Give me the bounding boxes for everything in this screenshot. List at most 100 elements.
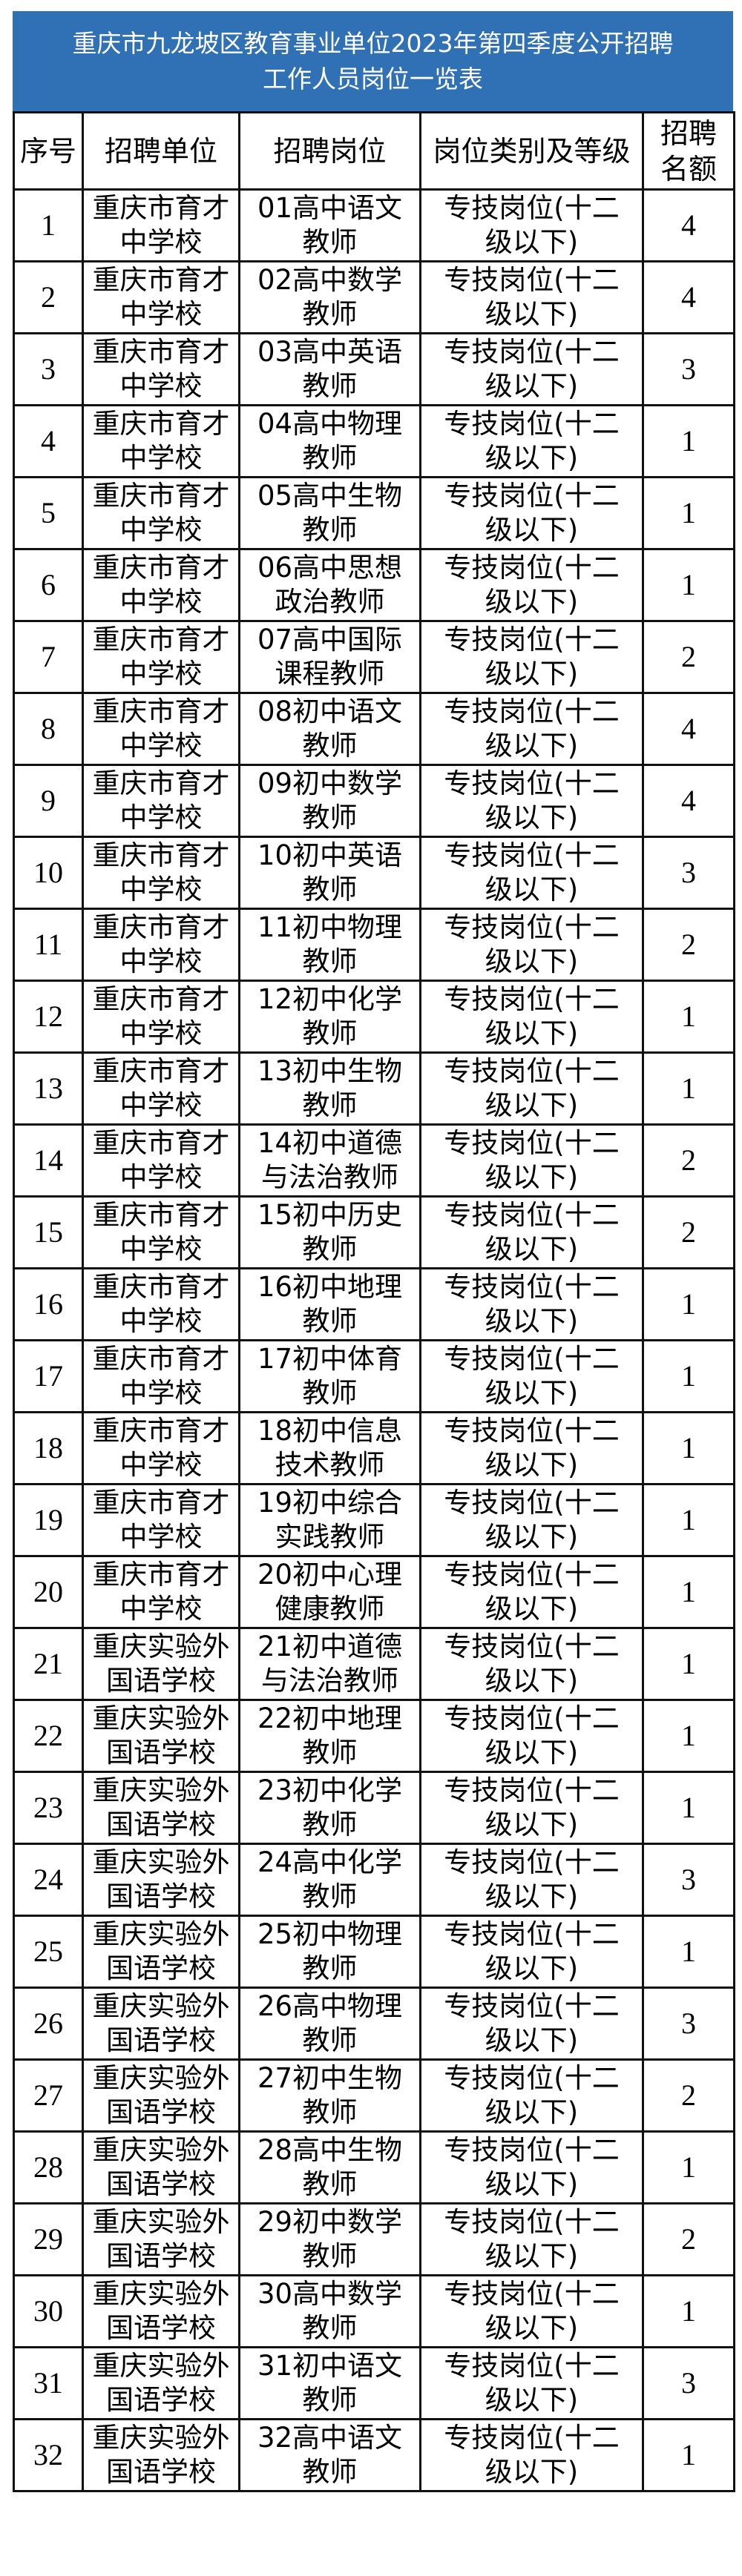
cell-no: 11: [13, 908, 84, 982]
cell-no: 7: [13, 620, 84, 694]
table-row: 17 重庆市育才中学校 17初中体育教师 专技岗位(十二级以下) 1: [13, 1339, 735, 1413]
cell-count: 4: [642, 764, 735, 838]
cell-grade: 专技岗位(十二级以下): [419, 1411, 644, 1485]
cell-grade: 专技岗位(十二级以下): [419, 1555, 644, 1629]
cell-count: 2: [642, 908, 735, 982]
table-row: 27 重庆实验外国语学校 27初中生物教师 专技岗位(十二级以下) 2: [13, 2058, 735, 2133]
cell-grade: 专技岗位(十二级以下): [419, 2058, 644, 2133]
cell-post: 31初中语文教师: [238, 2346, 421, 2420]
cell-no: 30: [13, 2274, 84, 2348]
cell-no: 23: [13, 1771, 84, 1845]
cell-no: 1: [13, 188, 84, 262]
cell-no: 14: [13, 1123, 84, 1198]
cell-no: 27: [13, 2058, 84, 2133]
cell-post: 17初中体育教师: [238, 1339, 421, 1413]
cell-post: 28高中生物教师: [238, 2130, 421, 2205]
cell-unit: 重庆市育才中学校: [82, 548, 240, 622]
cell-unit: 重庆市育才中学校: [82, 1195, 240, 1269]
cell-grade: 专技岗位(十二级以下): [419, 1267, 644, 1341]
cell-count: 1: [642, 2130, 735, 2205]
cell-grade: 专技岗位(十二级以下): [419, 1483, 644, 1557]
table-row: 10 重庆市育才中学校 10初中英语教师 专技岗位(十二级以下) 3: [13, 836, 735, 910]
cell-no: 28: [13, 2130, 84, 2205]
cell-post: 14初中道德与法治教师: [238, 1123, 421, 1198]
cell-unit: 重庆市育才中学校: [82, 1483, 240, 1557]
table-row: 25 重庆实验外国语学校 25初中物理教师 专技岗位(十二级以下) 1: [13, 1915, 735, 1989]
cell-unit: 重庆实验外国语学校: [82, 2130, 240, 2205]
cell-grade: 专技岗位(十二级以下): [419, 1195, 644, 1269]
cell-count: 1: [642, 548, 735, 622]
cell-count: 1: [642, 2274, 735, 2348]
cell-count: 3: [642, 836, 735, 910]
cell-post: 15初中历史教师: [238, 1195, 421, 1269]
table-row: 32 重庆实验外国语学校 32高中语文教师 专技岗位(十二级以下) 1: [13, 2418, 735, 2492]
cell-count: 1: [642, 1627, 735, 1701]
cell-count: 1: [642, 1915, 735, 1989]
table-row: 15 重庆市育才中学校 15初中历史教师 专技岗位(十二级以下) 2: [13, 1195, 735, 1269]
header-post: 招聘岗位: [238, 111, 421, 191]
cell-unit: 重庆市育才中学校: [82, 1123, 240, 1198]
cell-grade: 专技岗位(十二级以下): [419, 620, 644, 694]
cell-post: 19初中综合实践教师: [238, 1483, 421, 1557]
cell-grade: 专技岗位(十二级以下): [419, 908, 644, 982]
cell-post: 29初中数学教师: [238, 2202, 421, 2276]
cell-no: 5: [13, 476, 84, 550]
table-row: 31 重庆实验外国语学校 31初中语文教师 专技岗位(十二级以下) 3: [13, 2346, 735, 2420]
cell-no: 21: [13, 1627, 84, 1701]
header-row: 序号 招聘单位 招聘岗位 岗位类别及等级 招聘名额: [13, 111, 735, 191]
cell-no: 22: [13, 1699, 84, 1773]
cell-post: 16初中地理教师: [238, 1267, 421, 1341]
positions-table: 序号 招聘单位 招聘岗位 岗位类别及等级 招聘名额 1 重庆市育才中学校 01高中语…: [13, 111, 735, 2492]
cell-unit: 重庆实验外国语学校: [82, 2274, 240, 2348]
table-row: 9 重庆市育才中学校 09初中数学教师 专技岗位(十二级以下) 4: [13, 764, 735, 838]
cell-no: 13: [13, 1051, 84, 1126]
table-row: 20 重庆市育才中学校 20初中心理健康教师 专技岗位(十二级以下) 1: [13, 1555, 735, 1629]
cell-post: 32高中语文教师: [238, 2418, 421, 2492]
cell-post: 01高中语文教师: [238, 188, 421, 262]
cell-unit: 重庆市育才中学校: [82, 836, 240, 910]
cell-grade: 专技岗位(十二级以下): [419, 764, 644, 838]
cell-no: 16: [13, 1267, 84, 1341]
cell-count: 4: [642, 188, 735, 262]
cell-post: 25初中物理教师: [238, 1915, 421, 1989]
table-row: 7 重庆市育才中学校 07高中国际课程教师 专技岗位(十二级以下) 2: [13, 620, 735, 694]
cell-post: 09初中数学教师: [238, 764, 421, 838]
cell-count: 2: [642, 2202, 735, 2276]
cell-unit: 重庆市育才中学校: [82, 1555, 240, 1629]
cell-no: 6: [13, 548, 84, 622]
cell-unit: 重庆市育才中学校: [82, 404, 240, 478]
cell-post: 13初中生物教师: [238, 1051, 421, 1126]
cell-post: 26高中物理教师: [238, 1987, 421, 2061]
cell-unit: 重庆市育才中学校: [82, 332, 240, 406]
cell-post: 07高中国际课程教师: [238, 620, 421, 694]
table-row: 6 重庆市育才中学校 06高中思想政治教师 专技岗位(十二级以下) 1: [13, 548, 735, 622]
cell-no: 24: [13, 1843, 84, 1917]
cell-count: 3: [642, 332, 735, 406]
cell-count: 1: [642, 1483, 735, 1557]
cell-no: 31: [13, 2346, 84, 2420]
cell-grade: 专技岗位(十二级以下): [419, 332, 644, 406]
cell-count: 4: [642, 260, 735, 334]
cell-no: 19: [13, 1483, 84, 1557]
header-unit: 招聘单位: [82, 111, 240, 191]
table-row: 4 重庆市育才中学校 04高中物理教师 专技岗位(十二级以下) 1: [13, 404, 735, 478]
cell-post: 24高中化学教师: [238, 1843, 421, 1917]
table-row: 29 重庆实验外国语学校 29初中数学教师 专技岗位(十二级以下) 2: [13, 2202, 735, 2276]
cell-count: 1: [642, 1699, 735, 1773]
cell-grade: 专技岗位(十二级以下): [419, 1051, 644, 1126]
cell-unit: 重庆实验外国语学校: [82, 1699, 240, 1773]
cell-no: 29: [13, 2202, 84, 2276]
table-row: 24 重庆实验外国语学校 24高中化学教师 专技岗位(十二级以下) 3: [13, 1843, 735, 1917]
table-row: 18 重庆市育才中学校 18初中信息技术教师 专技岗位(十二级以下) 1: [13, 1411, 735, 1485]
cell-no: 12: [13, 980, 84, 1054]
table-row: 8 重庆市育才中学校 08初中语文教师 专技岗位(十二级以下) 4: [13, 692, 735, 766]
cell-post: 27初中生物教师: [238, 2058, 421, 2133]
cell-unit: 重庆市育才中学校: [82, 908, 240, 982]
cell-unit: 重庆实验外国语学校: [82, 2058, 240, 2133]
header-count: 招聘名额: [642, 111, 735, 191]
cell-post: 18初中信息技术教师: [238, 1411, 421, 1485]
header-grade: 岗位类别及等级: [419, 111, 644, 191]
cell-post: 08初中语文教师: [238, 692, 421, 766]
cell-count: 1: [642, 1411, 735, 1485]
cell-grade: 专技岗位(十二级以下): [419, 476, 644, 550]
